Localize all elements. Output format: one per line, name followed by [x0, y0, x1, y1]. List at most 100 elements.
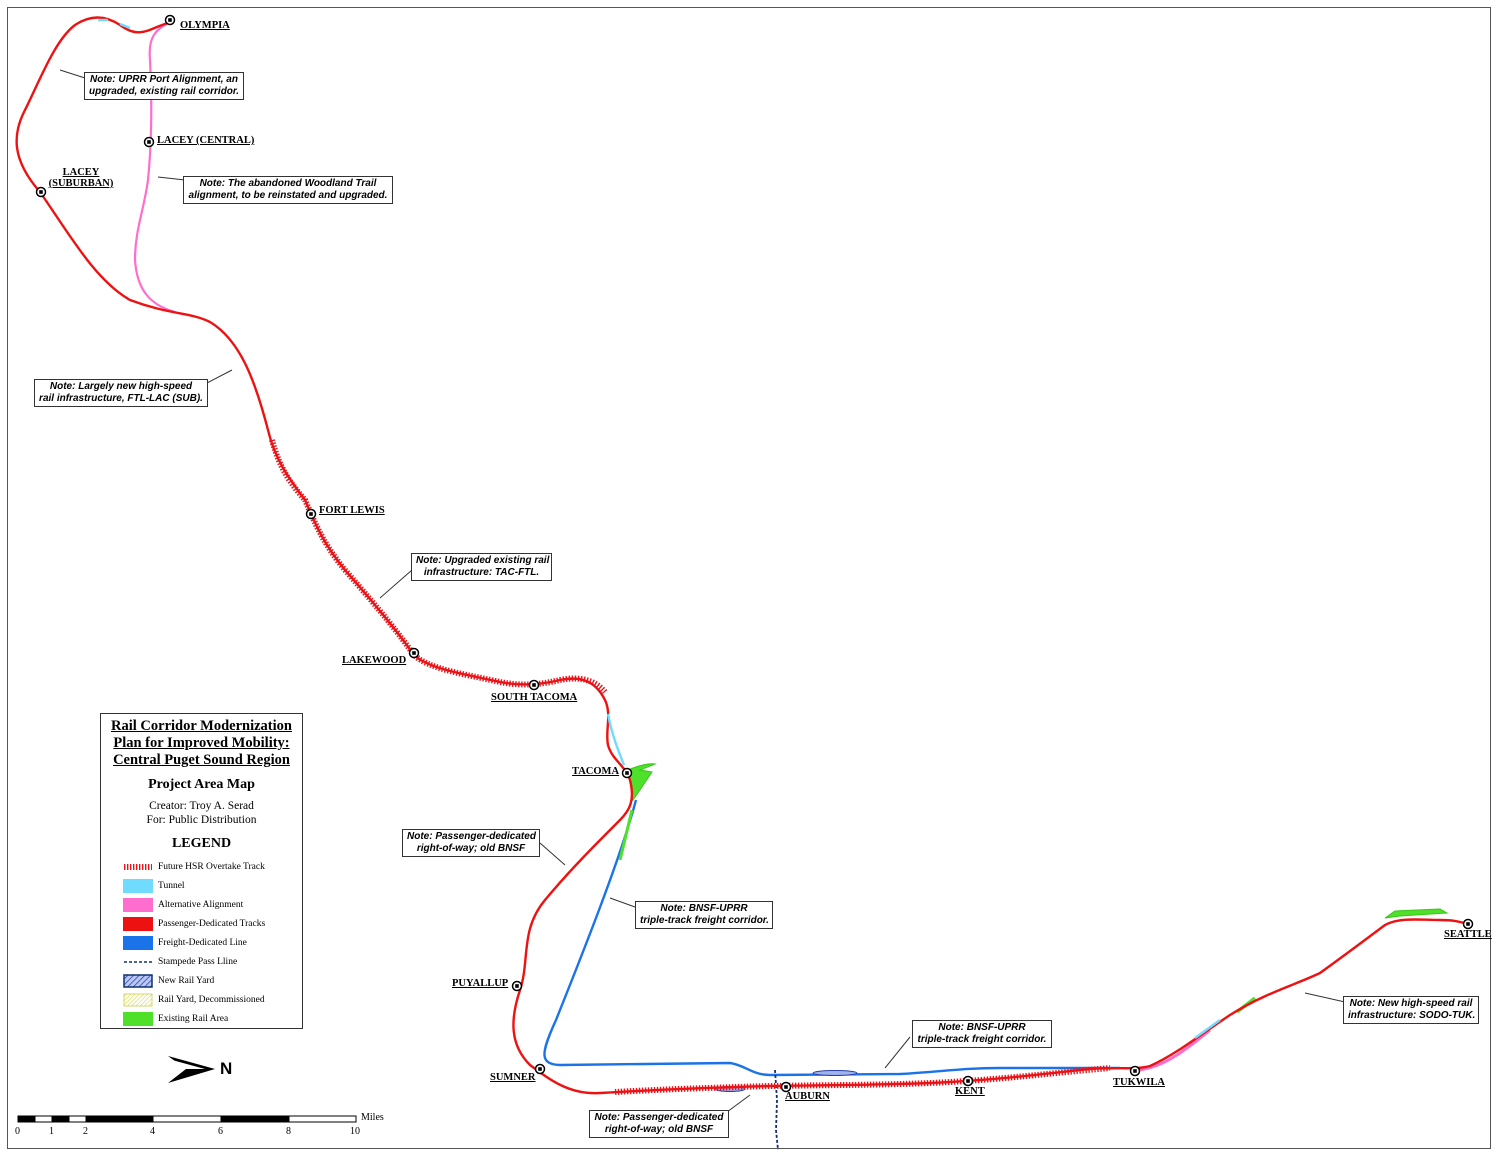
legend-item-label: Existing Rail Area: [158, 1014, 229, 1025]
note-old-bnsf-auburn: Note: Passenger-dedicated right-of-way; …: [589, 1110, 729, 1138]
note-line: Note: BNSF-UPRR: [660, 903, 748, 914]
creator-text: Creator: Troy A. Serad: [149, 800, 254, 812]
existing-rail-area: [627, 763, 657, 802]
map-credits: Creator: Troy A. Serad For: Public Distr…: [101, 799, 302, 827]
note-line: rail infrastructure, FTL-LAC (SUB).: [39, 393, 203, 404]
station-marker-lakewood[interactable]: [408, 647, 420, 659]
existing-rail-area: [1384, 908, 1449, 919]
tunnel: [1194, 1019, 1221, 1039]
station-marker-fort-lewis[interactable]: [305, 508, 317, 520]
legend-item-label: Passenger-Dedicated Tracks: [158, 918, 266, 929]
decommissioned-yard-swatch: [123, 993, 153, 1007]
station-marker-seattle[interactable]: [1462, 918, 1474, 930]
station-marker-south-tacoma[interactable]: [528, 679, 540, 691]
note-line: right-of-way; old BNSF: [604, 1124, 714, 1135]
station-marker-tukwila[interactable]: [1129, 1065, 1141, 1077]
station-label-tukwila: TUKWILA: [1113, 1077, 1165, 1088]
alternative-alignment: [133, 22, 176, 314]
scale-tick: 2: [83, 1126, 88, 1137]
note-leaders: [59, 69, 1346, 1113]
legend-heading: LEGEND: [171, 836, 232, 851]
note-line: Note: Passenger-dedicated: [594, 1112, 724, 1123]
existing-rail-area: [618, 809, 634, 861]
legend-item-label: Future HSR Overtake Track: [158, 861, 265, 872]
note-line: Note: Upgraded existing rail: [416, 555, 550, 566]
scale-unit: Miles: [361, 1112, 384, 1123]
station-label-lacey-suburban: LACEY (SUBURBAN): [46, 167, 116, 189]
legend-item: Stampede Pass Lline: [123, 952, 298, 971]
passenger-tracks-swatch: [123, 916, 153, 931]
station-marker-lacey-central[interactable]: [143, 136, 155, 148]
note-line: Note: The abandoned Woodland Trail: [199, 178, 377, 189]
map-title: Rail Corridor Modernization Plan for Imp…: [101, 718, 302, 769]
freight-line-swatch: [123, 935, 153, 950]
future-hsr-overtake-track: [614, 1065, 1111, 1095]
scale-tick: 4: [150, 1126, 155, 1137]
map-title-line2: Plan for Improved Mobility:: [113, 735, 290, 751]
station-label-seattle: SEATTLE: [1444, 929, 1492, 940]
note-ftl-lac: Note: Largely new high-speed rail infras…: [34, 379, 208, 407]
station-marker-puyallup[interactable]: [511, 980, 523, 992]
note-old-bnsf-north: Note: Passenger-dedicated right-of-way; …: [402, 829, 540, 857]
new-rail-yard: [812, 1070, 858, 1076]
scale-tick: 0: [15, 1126, 20, 1137]
station-label-auburn: AUBURN: [785, 1091, 830, 1102]
station-marker-lacey-suburban[interactable]: [35, 186, 47, 198]
note-line: Note: UPRR Port Alignment, an: [90, 74, 238, 85]
tunnel: [119, 22, 131, 30]
note-woodland-trail: Note: The abandoned Woodland Trail align…: [183, 176, 393, 204]
map-title-line3: Central Puget Sound Region: [113, 752, 290, 768]
station-label-fort-lewis: FORT LEWIS: [319, 505, 385, 516]
legend-item-label: Freight-Dedicated Line: [158, 937, 247, 948]
overtake-track-swatch: [124, 863, 152, 870]
legend-item-label: Alternative Alignment: [158, 899, 244, 910]
scale-tick: 6: [218, 1126, 223, 1137]
legend-item: Alternative Alignment: [123, 895, 298, 914]
tunnel: [606, 713, 626, 766]
station-label-tacoma: TACOMA: [572, 766, 620, 777]
scale-bar: [17, 1115, 357, 1123]
legend-item-label: Rail Yard, Decommissioned: [158, 995, 265, 1006]
legend-item: Tunnel: [123, 876, 298, 895]
note-tac-ftl: Note: Upgraded existing rail infrastruct…: [411, 553, 552, 581]
station-label-sumner: SUMNER: [490, 1072, 536, 1083]
station-marker-tacoma[interactable]: [621, 767, 633, 779]
station-label-kent: KENT: [955, 1086, 985, 1097]
station-label-lakewood: LAKEWOOD: [342, 655, 407, 666]
stampede-pass-swatch: [124, 961, 152, 963]
legend-panel: Rail Corridor Modernization Plan for Imp…: [100, 713, 303, 1029]
legend-item-label: Tunnel: [158, 880, 185, 891]
station-label-lacey-central: LACEY (CENTRAL): [157, 135, 255, 146]
map-frame: [7, 7, 1491, 1149]
station-marker-kent[interactable]: [962, 1075, 974, 1087]
legend-item: Freight-Dedicated Line: [123, 933, 298, 952]
scale-tick: 1: [49, 1126, 54, 1137]
legend-item-label: New Rail Yard: [158, 976, 215, 987]
legend-item: New Rail Yard: [123, 972, 298, 991]
station-marker-olympia[interactable]: [164, 14, 176, 26]
station-label-lacey-suburban-line2: (SUBURBAN): [48, 178, 114, 189]
legend-list: Future HSR Overtake Track Tunnel Alterna…: [123, 857, 298, 1029]
note-sodo-tuk: Note: New high-speed rail infrastructure…: [1343, 996, 1479, 1024]
legend-item: Passenger-Dedicated Tracks: [123, 914, 298, 933]
note-line: Note: BNSF-UPRR: [938, 1022, 1026, 1033]
station-marker-sumner[interactable]: [534, 1063, 546, 1075]
north-arrow-label: N: [220, 1059, 233, 1078]
map-subtitle: Project Area Map: [148, 777, 255, 792]
legend-item: Existing Rail Area: [123, 1010, 298, 1029]
legend-item-label: Stampede Pass Lline: [158, 957, 238, 968]
map-title-line1: Rail Corridor Modernization: [111, 718, 292, 734]
station-label-olympia: OLYMPIA: [180, 20, 230, 31]
note-line: triple-track freight corridor.: [640, 915, 769, 926]
note-line: upgraded, existing rail corridor.: [89, 86, 240, 97]
existing-rail-area-swatch: [123, 1012, 153, 1027]
station-marker-auburn[interactable]: [780, 1081, 792, 1093]
legend-item: Future HSR Overtake Track: [123, 857, 298, 876]
note-line: Note: New high-speed rail: [1349, 998, 1473, 1009]
freight-line: [543, 799, 1120, 1077]
note-line: right-of-way; old BNSF: [416, 843, 526, 854]
note-line: infrastructure: TAC-FTL.: [423, 567, 540, 578]
alternative-alignment-swatch: [123, 897, 153, 912]
legend-item: Rail Yard, Decommissioned: [123, 991, 298, 1010]
